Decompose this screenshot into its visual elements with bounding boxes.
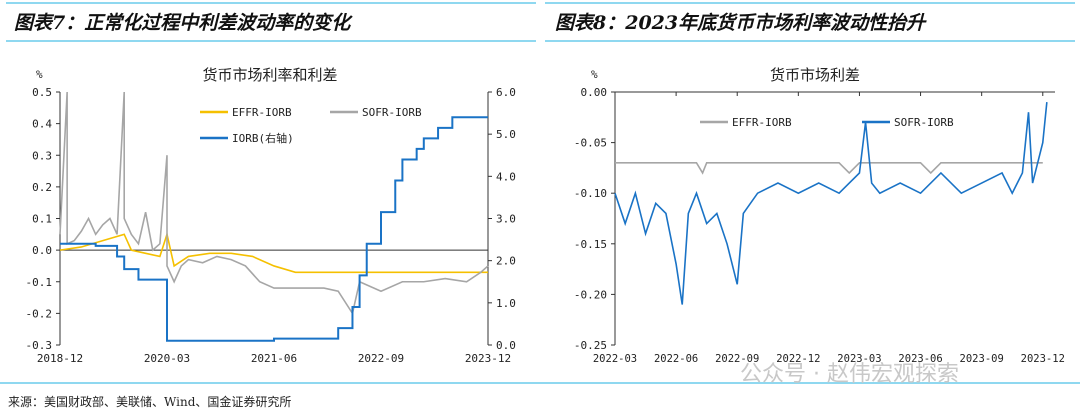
- divider: [545, 40, 1075, 42]
- series-line-effriorb: [59, 231, 488, 274]
- y-tick-label: -0.3: [26, 339, 53, 352]
- y-tick-label: -0.1: [26, 276, 53, 289]
- y-tick-label: 0.2: [32, 181, 52, 194]
- y-axis-unit: %: [36, 68, 43, 81]
- series-line-iorb: [60, 116, 488, 342]
- x-tick-label: 2022-06: [654, 353, 698, 365]
- y2-tick-label: 1.0: [496, 297, 516, 310]
- y-tick-label: -0.10: [574, 187, 607, 200]
- divider: [6, 40, 536, 42]
- x-tick-label: 2022-03: [593, 353, 637, 365]
- y-tick-label: 0.3: [32, 149, 52, 162]
- chart-title: 货币市场利率和利差: [202, 66, 337, 84]
- divider: [6, 2, 536, 4]
- legend-label: EFFR-IORB: [232, 106, 292, 119]
- x-tick-label: 2018-12: [37, 352, 83, 365]
- y-tick-label: -0.2: [26, 307, 53, 320]
- legend-label: IORB(右轴): [232, 131, 294, 145]
- y2-tick-label: 4.0: [496, 170, 516, 183]
- y2-tick-label: 0.0: [496, 339, 516, 352]
- x-tick-label: 2023-06: [898, 353, 942, 365]
- y-tick-label: 0.0: [32, 244, 52, 257]
- x-tick-label: 2021-06: [251, 352, 297, 365]
- legend-label: EFFR-IORB: [732, 116, 792, 129]
- x-tick-label: 2023-03: [837, 353, 881, 365]
- chart-title: 货币市场利差: [770, 66, 860, 84]
- x-tick-label: 2023-12: [465, 352, 511, 365]
- divider: [0, 382, 1080, 384]
- x-tick-label: 2023-12: [1021, 353, 1065, 365]
- y2-tick-label: 2.0: [496, 255, 516, 268]
- y2-tick-label: 3.0: [496, 213, 516, 226]
- figure-heading-left: 图表7：正常化过程中利差波动率的变化: [14, 12, 351, 34]
- x-tick-label: 2022-09: [715, 353, 759, 365]
- y-tick-label: -0.05: [574, 137, 607, 150]
- y-tick-label: -0.15: [574, 238, 607, 251]
- divider: [545, 2, 1075, 4]
- source-note: 来源：美国财政部、美联储、Wind、国金证券研究所: [8, 395, 292, 409]
- x-tick-label: 2020-03: [144, 352, 190, 365]
- y-tick-label: 0.4: [32, 118, 52, 131]
- series-line-effriorb: [615, 162, 1043, 175]
- y-tick-label: 0.1: [32, 213, 52, 226]
- y-tick-label: -0.20: [574, 288, 607, 301]
- y-tick-label: 0.00: [581, 86, 608, 99]
- legend-label: SOFR-IORB: [362, 106, 422, 119]
- y2-tick-label: 5.0: [496, 128, 516, 141]
- x-tick-label: 2022-09: [358, 352, 404, 365]
- x-tick-label: 2023-09: [960, 353, 1004, 365]
- series-line-sofriorb: [59, 91, 489, 316]
- y-tick-label: 0.5: [32, 86, 52, 99]
- legend-label: SOFR-IORB: [894, 116, 954, 129]
- figure-heading-right: 图表8：2023年底货币市场利率波动性抬升: [555, 12, 926, 34]
- y-tick-label: -0.25: [574, 339, 607, 352]
- watermark: 公众号 · 赵伟宏观探索: [740, 362, 959, 387]
- y2-tick-label: 6.0: [496, 86, 516, 99]
- y-axis-unit: %: [591, 68, 598, 81]
- x-tick-label: 2022-12: [776, 353, 820, 365]
- series-line-sofriorb: [614, 102, 1048, 305]
